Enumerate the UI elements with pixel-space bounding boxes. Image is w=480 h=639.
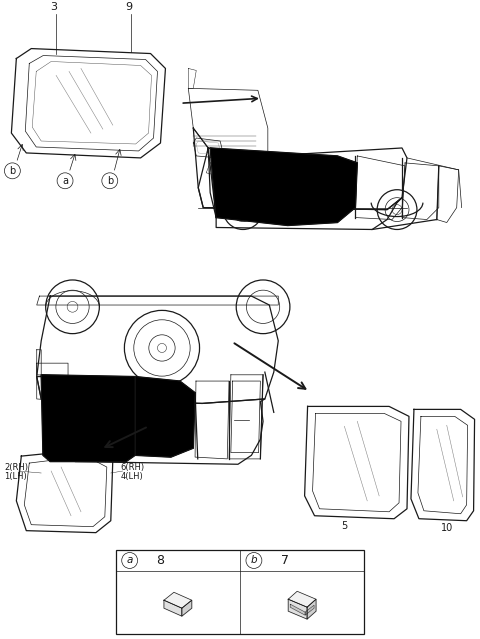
Text: a: a — [126, 555, 133, 566]
Text: 5: 5 — [341, 521, 348, 531]
Polygon shape — [288, 591, 316, 607]
Text: 3: 3 — [50, 2, 58, 12]
Text: b: b — [107, 176, 113, 186]
Text: 6(RH): 6(RH) — [121, 463, 145, 472]
Polygon shape — [164, 592, 192, 608]
Polygon shape — [210, 148, 357, 226]
Circle shape — [246, 553, 262, 569]
Text: 7: 7 — [281, 554, 289, 567]
Text: 9: 9 — [125, 2, 132, 12]
Polygon shape — [290, 604, 305, 615]
Text: 8: 8 — [156, 554, 165, 567]
Text: 2(RH): 2(RH) — [4, 463, 28, 472]
Text: 4(LH): 4(LH) — [121, 472, 144, 481]
Text: 1(LH): 1(LH) — [4, 472, 27, 481]
Polygon shape — [305, 605, 314, 615]
Polygon shape — [41, 375, 135, 461]
Text: a: a — [62, 176, 68, 186]
Polygon shape — [288, 599, 307, 619]
Text: b: b — [251, 555, 257, 566]
Bar — [116, 550, 364, 634]
Circle shape — [122, 553, 138, 569]
Polygon shape — [182, 600, 192, 616]
Polygon shape — [307, 599, 316, 619]
Text: b: b — [9, 166, 15, 176]
Polygon shape — [135, 376, 195, 457]
Polygon shape — [164, 600, 182, 616]
Text: 10: 10 — [441, 523, 453, 533]
